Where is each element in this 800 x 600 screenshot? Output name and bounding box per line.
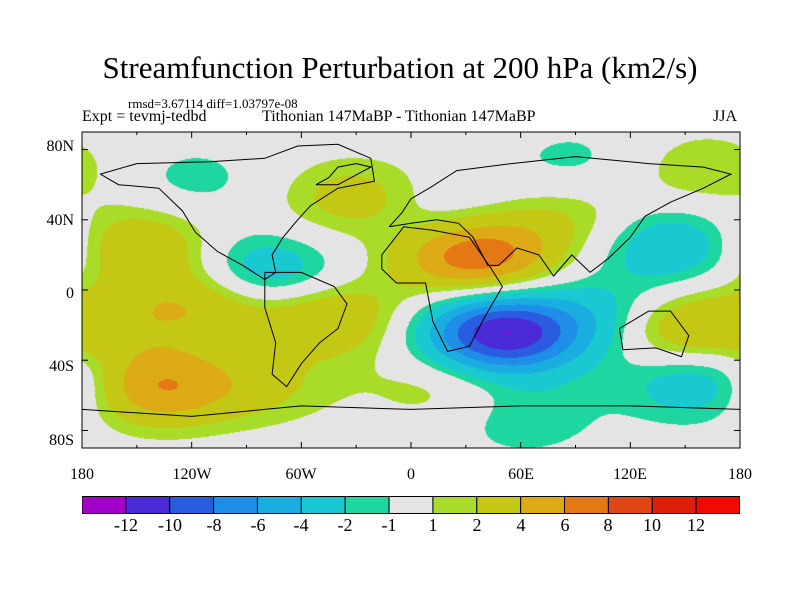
colorbar-swatch <box>169 496 215 514</box>
y-tick-label: 40S <box>49 358 74 375</box>
colorbar-label: 2 <box>472 515 482 535</box>
season-label: JJA <box>713 108 738 125</box>
colorbar-swatch <box>520 496 566 514</box>
colorbar-swatch <box>476 496 522 514</box>
colorbar-swatch <box>213 496 258 514</box>
chart-subtitle: Tithonian 147MaBP - Tithonian 147MaBP <box>262 108 536 125</box>
colorbar-label: 8 <box>603 515 613 535</box>
rmsd-label: rmsd= <box>128 96 162 111</box>
colorbar-label: -8 <box>206 515 222 535</box>
y-tick-label: 0 <box>66 285 74 302</box>
colorbar-swatch <box>607 496 653 514</box>
colorbar-swatch <box>125 496 171 514</box>
x-tick-label: 120W <box>172 466 212 483</box>
colorbar-label: -1 <box>381 515 397 535</box>
colorbar-swatch <box>432 496 478 514</box>
y-tick-label: 80N <box>46 138 74 155</box>
chart-title: Streamfunction Perturbation at 200 hPa (… <box>102 50 698 85</box>
experiment-label: Expt = tevmj-tedbd <box>82 108 207 125</box>
diff-value: 1.03797e-08 <box>232 96 298 111</box>
diff-label: diff= <box>206 96 233 111</box>
colorbar-label: 6 <box>560 515 570 535</box>
rmsd-value: 3.67114 <box>161 96 204 111</box>
colorbar-swatch <box>564 496 609 514</box>
colorbar-label: -2 <box>337 515 353 535</box>
colorbar-label: -6 <box>250 515 266 535</box>
x-tick-label: 60E <box>508 466 534 483</box>
colorbar-label: 10 <box>643 515 661 535</box>
colorbar-swatch <box>300 496 346 514</box>
colorbar-label: -4 <box>293 515 309 535</box>
colorbar-label: -12 <box>114 515 138 535</box>
colorbar-swatch <box>651 496 697 514</box>
y-tick-label: 80S <box>49 432 74 449</box>
colorbar-swatch <box>695 496 740 514</box>
x-tick-label: 0 <box>407 466 415 483</box>
x-tick-label: 120E <box>613 466 647 483</box>
colorbar-swatch <box>82 496 127 514</box>
streamfunction-map <box>82 132 740 448</box>
y-tick-label: 40N <box>46 212 74 229</box>
colorbar-label: 1 <box>428 515 438 535</box>
stats-readout: rmsd=3.67114 diff=1.03797e-08 <box>128 96 298 112</box>
colorbar-swatch <box>344 496 390 514</box>
colorbar-label: -10 <box>158 515 182 535</box>
colorbar-label: 12 <box>687 515 705 535</box>
x-tick-label: 180 <box>728 466 752 483</box>
x-tick-label: 60W <box>285 466 317 483</box>
colorbar-swatch <box>256 496 302 514</box>
x-tick-label: 180 <box>70 466 94 483</box>
colorbar-swatch <box>388 496 434 514</box>
colorbar-label: 4 <box>516 515 526 535</box>
colorbar <box>82 496 740 514</box>
